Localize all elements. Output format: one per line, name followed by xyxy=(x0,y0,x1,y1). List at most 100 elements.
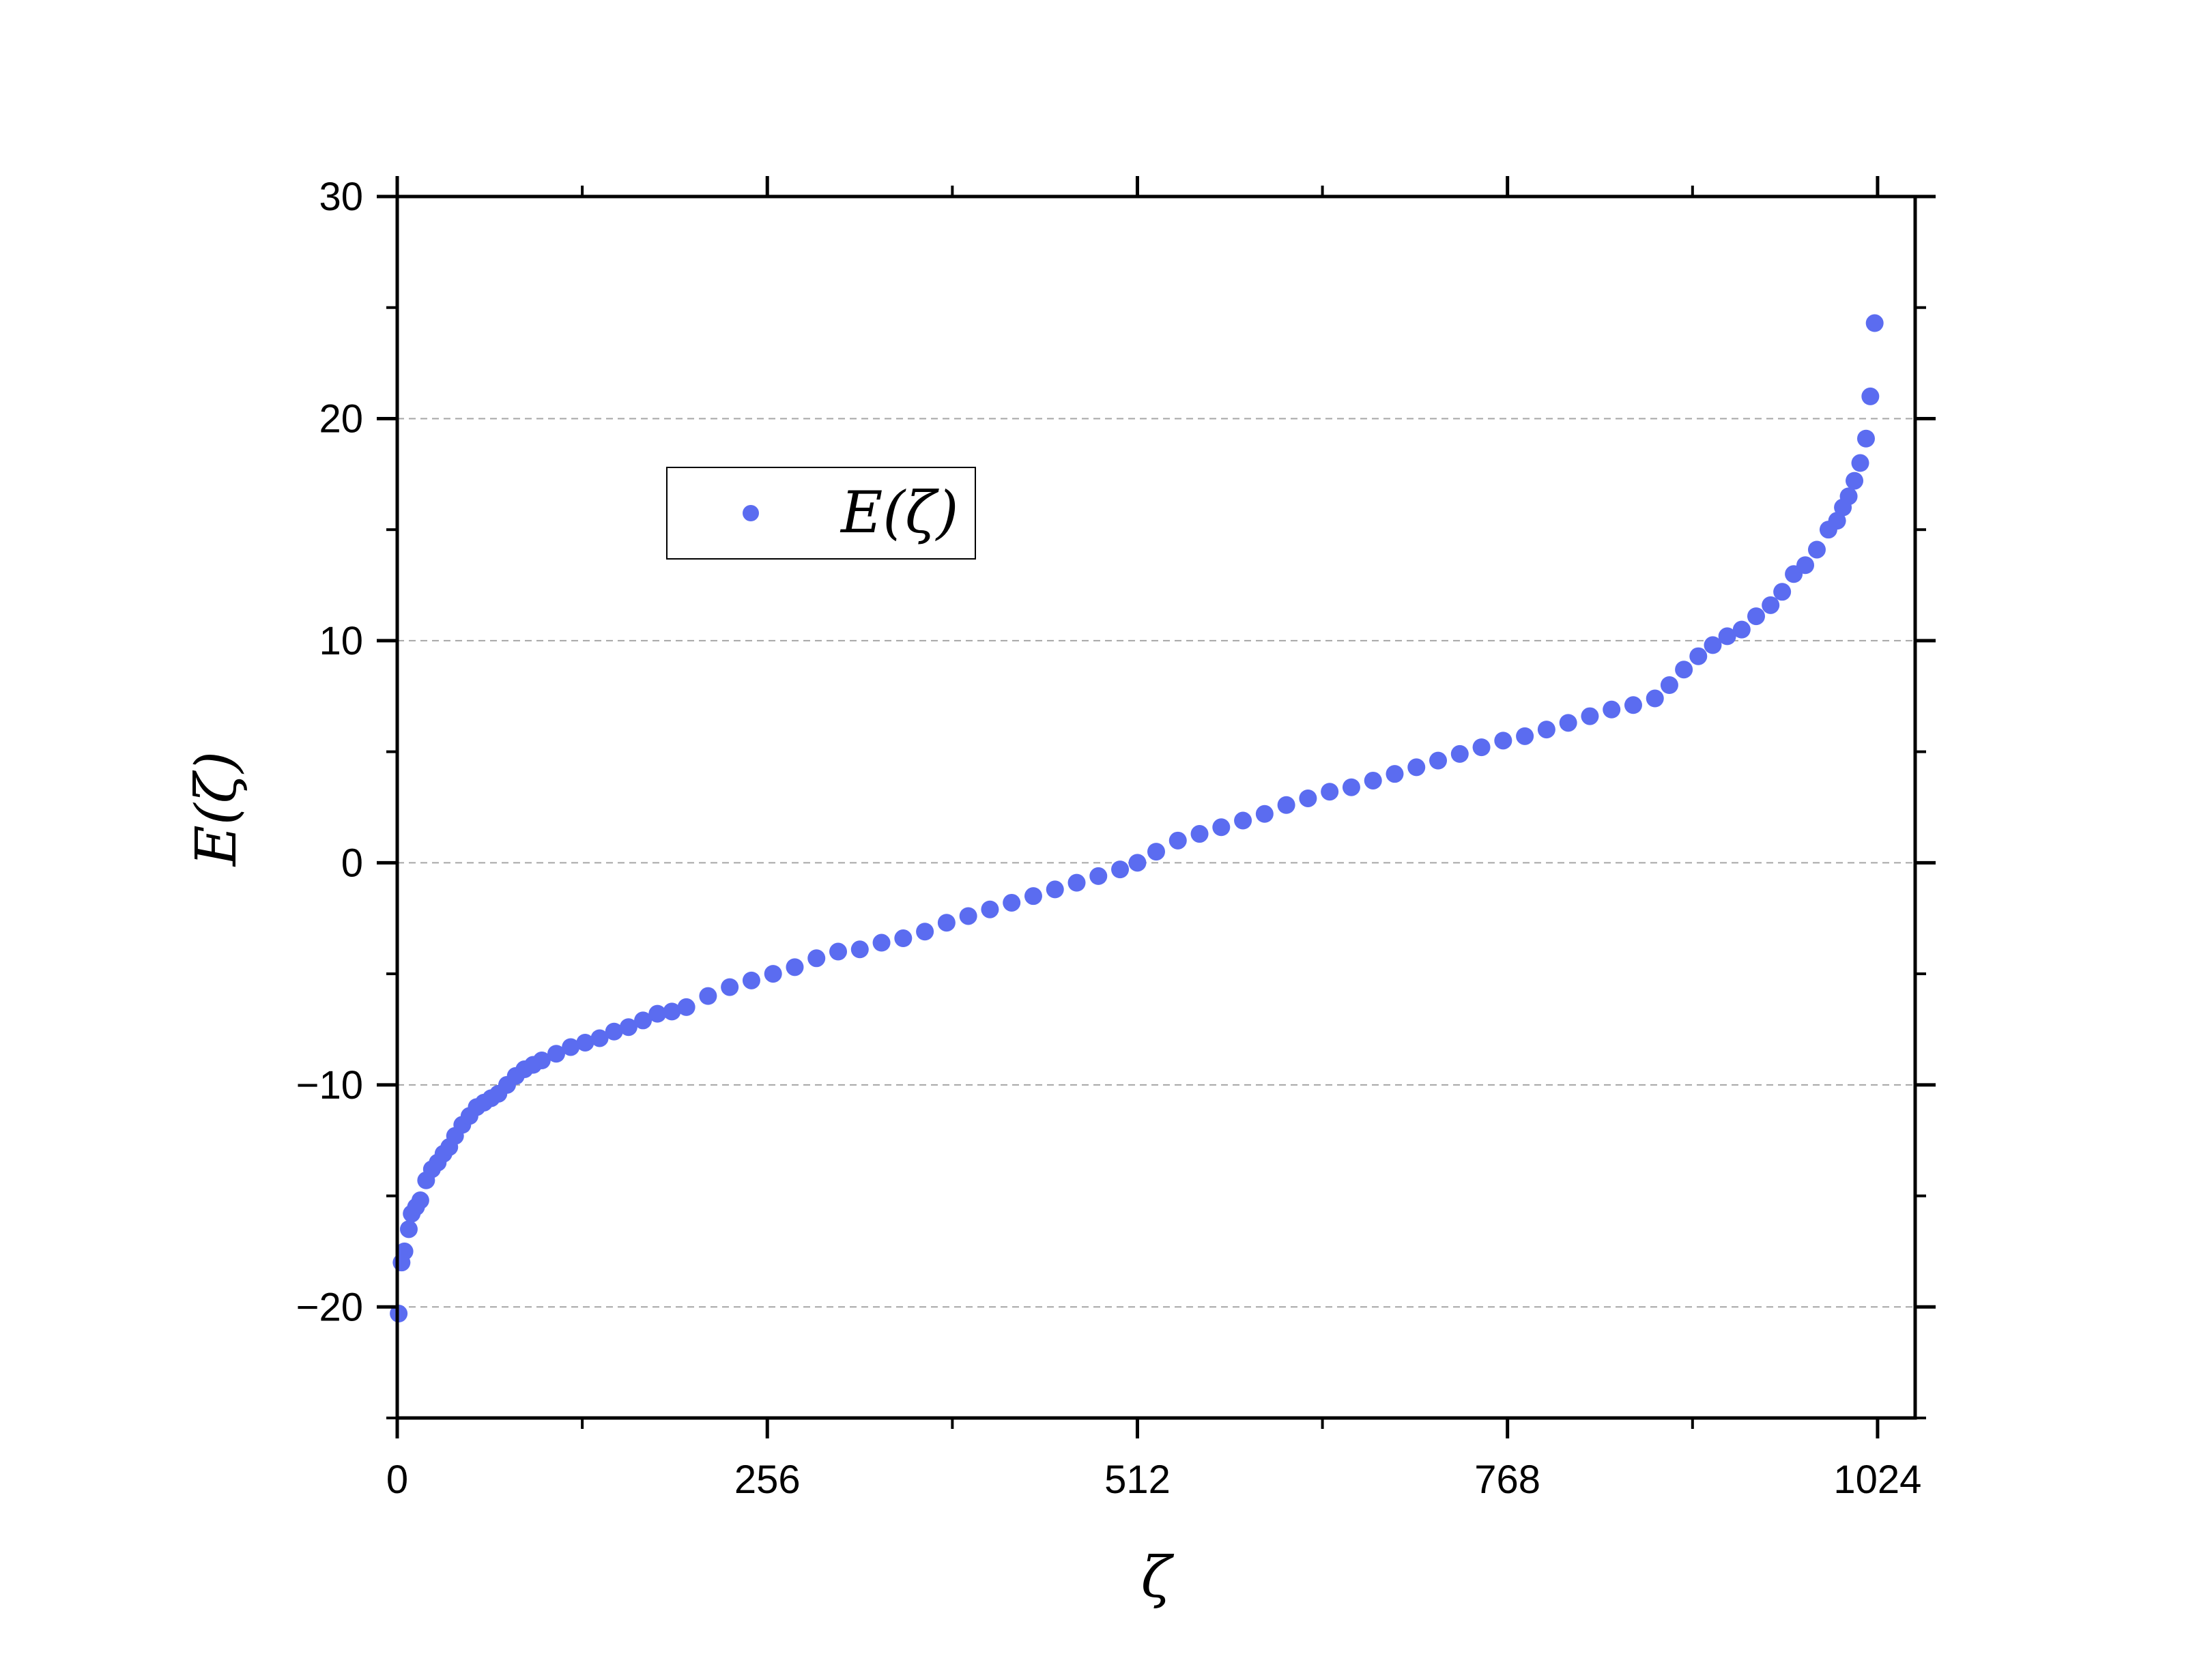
data-point xyxy=(1429,751,1448,770)
data-point xyxy=(937,914,956,932)
x-tick-label: 0 xyxy=(386,1458,408,1502)
data-point xyxy=(1321,783,1339,801)
axis-ticks xyxy=(377,176,1936,1438)
data-point xyxy=(1807,540,1826,559)
data-points xyxy=(390,314,1884,1323)
data-point xyxy=(1299,789,1317,807)
data-point xyxy=(850,940,869,959)
y-tick-label: 20 xyxy=(319,396,363,441)
data-point xyxy=(1386,765,1404,783)
data-point xyxy=(1494,732,1512,750)
data-point xyxy=(1646,689,1664,708)
data-point xyxy=(648,1004,667,1023)
data-point xyxy=(1537,721,1555,739)
data-point xyxy=(663,1002,681,1021)
legend-label: E(ζ) xyxy=(840,479,958,546)
data-point xyxy=(1168,831,1187,850)
data-point xyxy=(1675,661,1693,679)
data-point xyxy=(576,1033,594,1052)
data-point xyxy=(547,1045,565,1063)
data-point xyxy=(742,971,760,989)
y-tick-label: 0 xyxy=(341,841,363,885)
data-point xyxy=(1732,620,1751,639)
data-point xyxy=(1212,818,1231,837)
data-point xyxy=(1856,429,1875,448)
data-point xyxy=(786,958,804,976)
data-point xyxy=(1747,607,1766,626)
data-point xyxy=(1003,893,1021,912)
data-point xyxy=(1762,596,1780,614)
tick-labels: 0 256 512 768 1024 −20 −10 0 10 20 30 xyxy=(296,175,1922,1502)
x-tick-label: 512 xyxy=(1104,1458,1171,1502)
data-point xyxy=(1111,860,1130,879)
data-point xyxy=(764,965,782,983)
data-point xyxy=(807,949,826,968)
data-point xyxy=(1660,676,1678,694)
gridlines xyxy=(397,418,1915,1308)
data-point xyxy=(1067,873,1086,892)
x-tick-label: 1024 xyxy=(1833,1458,1921,1502)
data-point xyxy=(562,1038,580,1056)
data-point xyxy=(872,933,891,952)
data-point xyxy=(1839,487,1858,506)
legend-marker xyxy=(743,505,759,521)
data-point xyxy=(959,907,977,925)
data-point xyxy=(1472,738,1491,757)
data-point xyxy=(1851,454,1869,472)
data-point xyxy=(916,923,934,941)
data-point xyxy=(1190,825,1209,843)
data-point xyxy=(590,1029,609,1047)
data-point xyxy=(1147,843,1165,861)
data-point xyxy=(677,998,695,1016)
data-point xyxy=(1603,700,1621,719)
legend-box xyxy=(666,467,976,560)
data-point xyxy=(1024,887,1042,906)
data-point xyxy=(894,929,913,948)
data-point xyxy=(1255,805,1274,823)
data-point xyxy=(1796,556,1815,575)
x-axis-title: ζ xyxy=(1141,1546,1175,1610)
data-point xyxy=(1828,512,1846,530)
data-point xyxy=(1277,796,1295,814)
y-tick-label: −10 xyxy=(296,1063,363,1107)
data-point xyxy=(411,1191,429,1210)
plot-frame xyxy=(395,194,1917,1420)
data-point xyxy=(1773,583,1792,601)
data-point xyxy=(721,978,739,996)
data-point xyxy=(1689,647,1708,665)
y-tick-label: −20 xyxy=(296,1285,363,1329)
data-point xyxy=(829,942,848,961)
data-point xyxy=(1046,880,1064,899)
data-point xyxy=(981,900,999,918)
y-tick-label: 30 xyxy=(319,175,363,219)
data-point xyxy=(1234,811,1252,830)
data-point xyxy=(619,1018,637,1037)
data-point xyxy=(1559,714,1577,732)
data-point xyxy=(1364,771,1382,790)
data-point xyxy=(1342,778,1360,796)
y-axis-title: E(ζ) xyxy=(184,751,249,867)
data-point xyxy=(605,1022,623,1041)
data-point xyxy=(634,1011,652,1030)
x-tick-label: 256 xyxy=(734,1458,801,1502)
data-point xyxy=(1407,758,1426,777)
legend: E(ζ) xyxy=(666,467,976,560)
data-point xyxy=(1718,627,1736,646)
data-point xyxy=(1865,314,1884,332)
x-tick-label: 768 xyxy=(1474,1458,1540,1502)
data-point xyxy=(1704,636,1722,654)
data-point xyxy=(399,1220,418,1239)
data-point xyxy=(532,1052,551,1070)
data-point xyxy=(699,987,717,1005)
data-point xyxy=(395,1242,414,1260)
y-tick-label: 10 xyxy=(319,619,363,663)
data-point xyxy=(1089,867,1108,885)
data-point xyxy=(1128,854,1147,872)
data-point xyxy=(1846,472,1864,490)
data-point xyxy=(1861,387,1880,405)
data-point xyxy=(1624,696,1642,714)
data-point xyxy=(1450,744,1469,763)
data-point xyxy=(1516,727,1534,745)
data-point xyxy=(1581,707,1599,725)
